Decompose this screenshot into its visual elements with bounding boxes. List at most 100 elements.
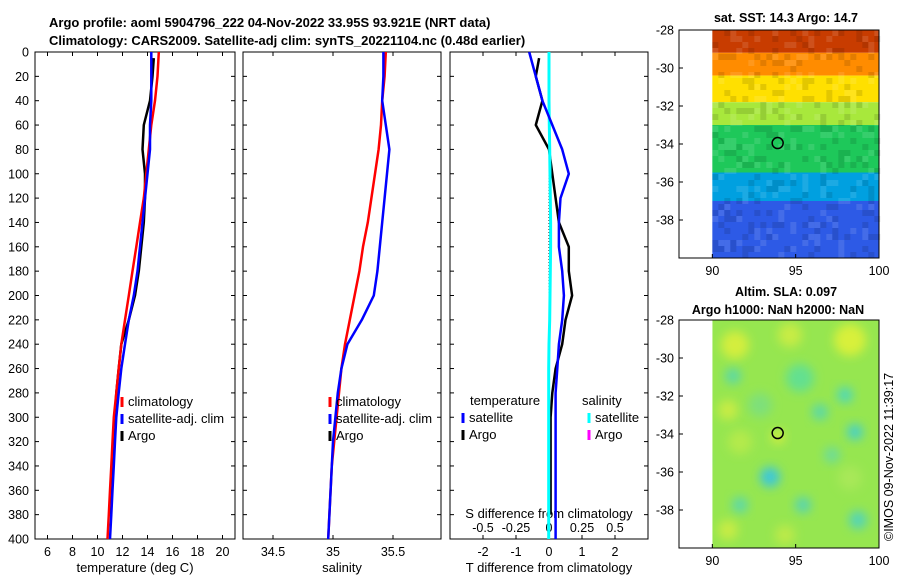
sst-pixel [730,36,737,42]
sst-pixel [844,156,851,162]
sst-pixel [820,156,827,162]
sla-ytick-label: -34 [656,428,674,442]
sst-pixel [784,84,791,90]
sst-pixel [862,102,869,108]
sst-pixel [844,102,851,108]
sst-pixel [838,108,845,114]
sst-pixel [862,222,869,228]
sst-pixel [862,174,869,180]
sst-pixel [724,126,731,132]
sst-pixel [790,198,797,204]
sst-pixel [784,54,791,60]
sst-pixel [832,222,839,228]
sst-pixel [850,162,857,168]
sst-pixel [856,180,863,186]
sst-pixel [784,108,791,114]
sst-pixel [874,168,881,174]
sst-band [712,125,879,173]
temperature-ytick-label: 80 [15,143,29,157]
sst-pixel [802,126,809,132]
sst-pixel [820,210,827,216]
sst-pixel [742,234,749,240]
sst-pixel [844,96,851,102]
sst-pixel [736,108,743,114]
sst-pixel [862,162,869,168]
sst-pixel [862,210,869,216]
sst-pixel [838,48,845,54]
sst-pixel [832,102,839,108]
sla-eddy [795,497,811,513]
sst-pixel [844,90,851,96]
sst-pixel [802,222,809,228]
sst-pixel [754,198,761,204]
sst-pixel [772,192,779,198]
sla-eddy [771,430,785,444]
sst-pixel [766,210,773,216]
sst-pixel [742,132,749,138]
sst-pixel [820,120,827,126]
sst-pixel [760,240,767,246]
sst-pixel [766,180,773,186]
sst-pixel [868,252,875,258]
sst-pixel [712,132,719,138]
sst-pixel [718,204,725,210]
sst-pixel [754,72,761,78]
sla-argo-marker [771,426,784,440]
sst-pixel [724,150,731,156]
sst-pixel [712,126,719,132]
sla-eddy [824,447,840,463]
sst-pixel [718,222,725,228]
sst-pixel [760,126,767,132]
sst-pixel [778,222,785,228]
diff-x2tick-label: 0.5 [606,521,623,535]
sst-pixel [874,114,881,120]
sst-pixel [844,114,851,120]
sst-pixel [808,36,815,42]
temperature-ytick-label: 20 [15,70,29,84]
sst-pixel [868,78,875,84]
sst-pixel [772,108,779,114]
sla-eddy [838,466,862,490]
sst-pixel [850,96,857,102]
sst-pixel [790,78,797,84]
sla-xtick-label: 95 [789,554,803,568]
sst-pixel [784,42,791,48]
salinity-plot: 34.5 35 35.5 salinity climatology satellite-a… [242,51,442,575]
sst-pixel [826,48,833,54]
sst-pixel [874,138,881,144]
sst-pixel [754,108,761,114]
sst-pixel [850,186,857,192]
sst-pixel [766,144,773,150]
sst-pixel [766,126,773,132]
sst-pixel [874,30,881,36]
sst-pixel [802,42,809,48]
sst-pixel [826,192,833,198]
sst-pixel [826,216,833,222]
sst-pixel [868,168,875,174]
sla-eddy [837,387,853,403]
sst-pixel [802,180,809,186]
difference-xtick-label: -2 [477,545,488,559]
sst-pixel [844,234,851,240]
sst-pixel [712,216,719,222]
sla-eddy [786,364,814,392]
temperature-xtick-label: 20 [216,545,230,559]
sst-pixel [808,72,815,78]
sst-pixel [760,156,767,162]
sst-pixel [772,36,779,42]
sst-pixel [730,138,737,144]
sst-pixel [826,204,833,210]
sst-ytick-label: -32 [656,100,674,114]
sst-pixel [814,240,821,246]
temperature-ytick-label: 120 [8,192,29,206]
sst-pixel [868,126,875,132]
sst-pixel [784,120,791,126]
sst-pixel [802,156,809,162]
timestamp: ©IMOS 09-Nov-2022 11:39:17 [882,373,896,541]
sst-pixel [760,222,767,228]
sst-pixel [736,156,743,162]
sst-pixel [730,54,737,60]
sst-pixel [850,120,857,126]
diff-x2tick-label: -0.25 [502,521,531,535]
